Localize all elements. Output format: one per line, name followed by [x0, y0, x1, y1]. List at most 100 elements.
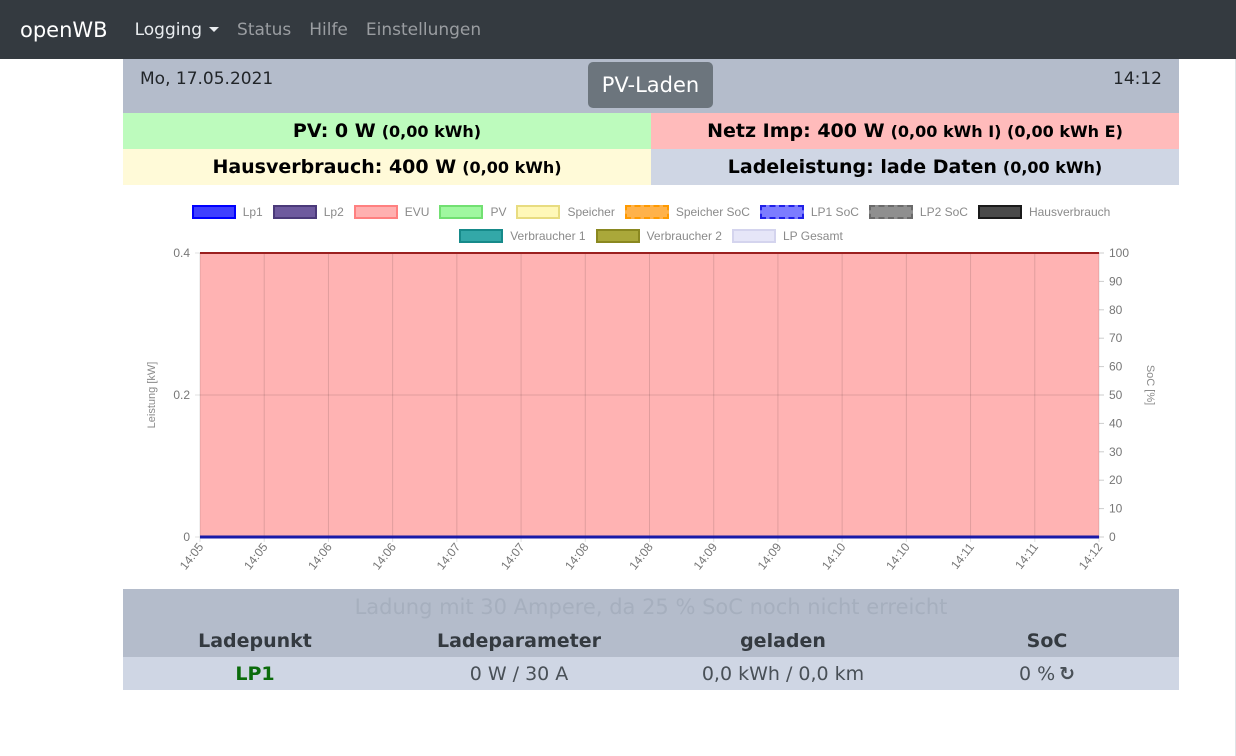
x-tick-label: 14:10: [883, 540, 913, 573]
current-time: 14:12: [1113, 69, 1162, 89]
header-ladepunkt: Ladepunkt: [198, 630, 312, 652]
legend-label: Verbraucher 2: [646, 229, 722, 243]
x-tick-label: 14:08: [626, 540, 656, 573]
y2-tick-label: 50: [1109, 388, 1123, 402]
pv-power-cell: PV: 0 W (0,00 kWh): [123, 113, 651, 149]
x-tick-label: 14:05: [241, 540, 271, 573]
legend-item[interactable]: LP2 SoC: [868, 205, 968, 219]
legend-label: Lp2: [323, 205, 344, 219]
chargepoint-params: 0 W / 30 A: [469, 662, 569, 685]
y2-tick-label: 90: [1109, 274, 1123, 288]
y2-tick-label: 10: [1109, 502, 1123, 516]
chargepoint-charged: 0,0 kWh / 0,0 km: [701, 662, 865, 685]
legend-label: LP2 SoC: [919, 205, 968, 219]
legend-label: Speicher: [567, 205, 615, 219]
chargepoint-soc-cell: 0 % ↻: [915, 663, 1179, 685]
legend-swatch: [595, 229, 640, 243]
chargepoint-soc: 0 %: [1018, 662, 1056, 685]
legend-swatch: [624, 205, 669, 219]
x-tick-label: 14:11: [1012, 540, 1041, 572]
charging-energy-value: (0,00 kWh): [1002, 157, 1103, 177]
x-tick-label: 14:08: [562, 540, 592, 573]
legend-swatch: [439, 205, 484, 219]
chargepoint-table-header: Ladepunkt Ladeparameter geladen SoC: [123, 625, 1179, 657]
pv-power-value: PV: 0 W: [292, 120, 376, 142]
house-consumption-cell: Hausverbrauch: 400 W (0,00 kWh): [123, 149, 651, 185]
legend-swatch: [759, 205, 804, 219]
evu-area: [200, 253, 1099, 537]
x-tick-label: 14:06: [305, 540, 335, 573]
legend-swatch: [868, 205, 913, 219]
charging-power-cell: Ladeleistung: lade Daten (0,00 kWh): [651, 149, 1179, 185]
legend-swatch: [272, 205, 317, 219]
y2-tick-label: 30: [1109, 445, 1123, 459]
legend-swatch: [459, 229, 504, 243]
x-tick-label: 14:10: [819, 540, 849, 573]
header-ladeparameter: Ladeparameter: [436, 630, 602, 652]
legend-item[interactable]: EVU: [353, 205, 430, 219]
nav-einstellungen[interactable]: Einstellungen: [365, 19, 482, 40]
legend-row: Verbraucher 1 Verbraucher 2 LP Gesamt: [123, 224, 1179, 248]
legend-swatch: [191, 205, 236, 219]
legend-label: EVU: [404, 205, 430, 219]
current-date: Mo, 17.05.2021: [140, 69, 274, 89]
legend-item[interactable]: Lp1: [191, 205, 263, 219]
y2-tick-label: 100: [1109, 246, 1129, 260]
nav-logging-dropdown[interactable]: Logging: [134, 19, 220, 40]
legend-label: Hausverbrauch: [1028, 205, 1111, 219]
legend-swatch: [516, 205, 561, 219]
y2-tick-label: 40: [1109, 416, 1123, 430]
x-tick-label: 14:09: [755, 540, 785, 573]
legend-item[interactable]: LP Gesamt: [731, 229, 843, 243]
power-chart: 0 0.2 0.4 0 10 20 30 40 50 60 70 80 90 100 14:05 14:05 1…: [146, 246, 1156, 573]
x-tick-label: 14:11: [948, 540, 977, 572]
y2-tick-label: 20: [1109, 473, 1123, 487]
legend-item[interactable]: Speicher SoC: [624, 205, 750, 219]
legend-item[interactable]: PV: [439, 205, 506, 219]
grid-power-value: Netz Imp: 400 W: [707, 120, 885, 142]
legend-item[interactable]: Lp2: [272, 205, 344, 219]
charging-status-text: Ladung mit 30 Ampere, da 25 % SoC noch n…: [123, 589, 1179, 625]
y2-axis-title: SoC [%]: [1144, 365, 1156, 405]
nav-hilfe[interactable]: Hilfe: [309, 19, 348, 40]
nav-logging-label: Logging: [134, 19, 203, 40]
legend-item[interactable]: Hausverbrauch: [977, 205, 1111, 219]
legend-label: Lp1: [242, 205, 263, 219]
y-tick-label: 0.4: [173, 246, 190, 260]
legend-label: Speicher SoC: [675, 205, 750, 219]
y-tick-label: 0.2: [173, 388, 190, 402]
chargepoint-name[interactable]: LP1: [235, 662, 275, 685]
y2-tick-label: 80: [1109, 303, 1123, 317]
legend-label: Verbraucher 1: [510, 229, 586, 243]
y-tick-label: 0: [183, 530, 190, 544]
y2-tick-label: 70: [1109, 331, 1123, 345]
pv-energy-value: (0,00 kWh): [381, 121, 482, 141]
legend-row: Lp1 Lp2 EVU PV Speicher Speicher SoC LP1 SoC LP…: [123, 200, 1179, 224]
legend-item[interactable]: Verbraucher 1: [459, 229, 586, 243]
header-soc: SoC: [1026, 630, 1068, 652]
legend-swatch: [977, 205, 1022, 219]
x-tick-label: 14:07: [434, 540, 464, 573]
table-row: LP1 0 W / 30 A 0,0 kWh / 0,0 km 0 % ↻: [123, 657, 1179, 690]
legend-swatch: [731, 229, 776, 243]
legend-label: PV: [490, 205, 507, 219]
caret-down-icon: [209, 26, 220, 32]
header-geladen: geladen: [740, 630, 826, 652]
legend-label: LP1 SoC: [810, 205, 859, 219]
refresh-icon[interactable]: ↻: [1059, 662, 1076, 685]
y-axis-title: Leistung [kW]: [146, 362, 158, 429]
y2-tick-label: 0: [1109, 530, 1116, 544]
nav-status[interactable]: Status: [237, 19, 292, 40]
x-tick-label: 14:09: [691, 540, 721, 573]
legend-item[interactable]: Verbraucher 2: [595, 229, 722, 243]
legend-item[interactable]: Speicher: [516, 205, 615, 219]
x-tick-label: 14:06: [369, 540, 399, 573]
brand-logo[interactable]: openWB: [20, 17, 108, 42]
legend-swatch: [353, 205, 398, 219]
chart-legend: Lp1 Lp2 EVU PV Speicher Speicher SoC LP1 SoC LP…: [123, 200, 1179, 248]
legend-item[interactable]: LP1 SoC: [759, 205, 859, 219]
y2-tick-label: 60: [1109, 360, 1123, 374]
charge-mode-button[interactable]: PV-Laden: [588, 62, 713, 108]
top-navbar: openWB Logging Status Hilfe Einstellunge…: [0, 0, 1236, 59]
house-consumption-value: Hausverbrauch: 400 W: [212, 156, 457, 178]
